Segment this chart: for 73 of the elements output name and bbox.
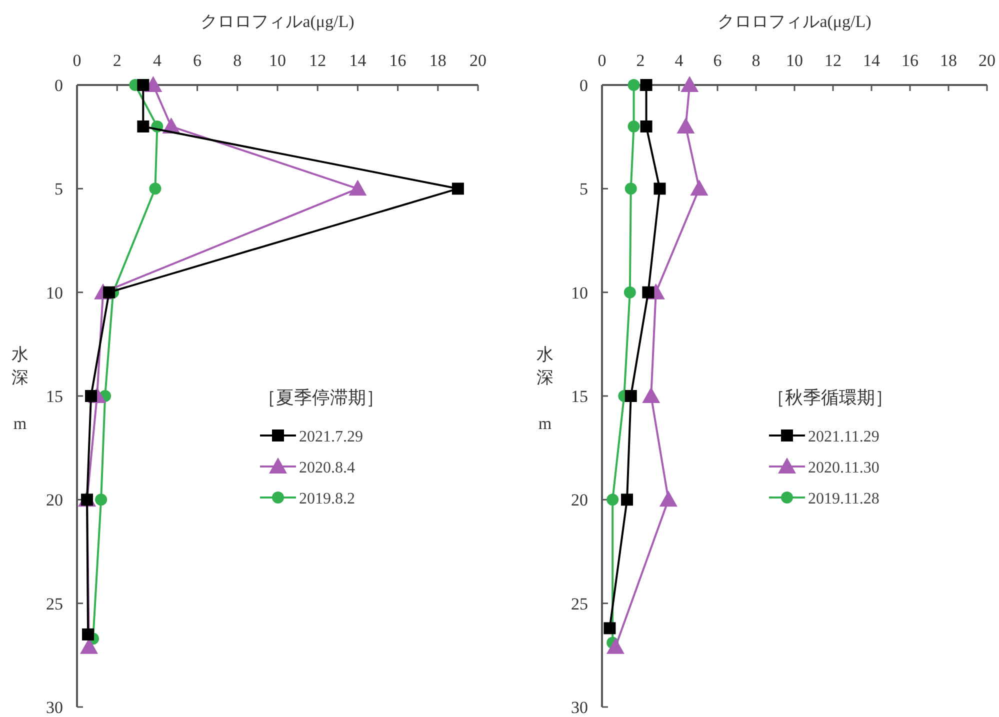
point — [621, 494, 634, 506]
x-axis-title: クロロフィルa(μg/L) — [718, 12, 872, 31]
legend-title: ［夏季停滞期］ — [258, 388, 384, 408]
y-tick-label: 30 — [46, 698, 63, 717]
x-axis-title: クロロフィルa(μg/L) — [200, 12, 354, 31]
y-tick-label: 20 — [571, 490, 588, 510]
y-tick-label: 15 — [571, 387, 588, 406]
point — [137, 120, 150, 132]
x-tick-label: 10 — [269, 51, 286, 70]
legend-title: ［秋季循環期］ — [767, 388, 893, 408]
point — [604, 622, 616, 634]
point — [624, 390, 637, 402]
x-tick-label: 8 — [752, 51, 760, 70]
text: 水深 m — [536, 345, 554, 433]
point — [690, 180, 708, 196]
point — [624, 286, 636, 298]
x-tick-label: 2 — [112, 51, 122, 70]
point — [680, 76, 699, 92]
x-tick-label: 0 — [598, 51, 606, 70]
y-tick-label: 5 — [580, 180, 588, 199]
y-tick-label: 25 — [571, 594, 588, 614]
x-tick-label: 16 — [902, 51, 918, 70]
x-tick-label: 20 — [470, 51, 486, 70]
x-tick-label: 2 — [636, 51, 645, 70]
point — [659, 490, 678, 507]
x-tick-label: 18 — [429, 51, 446, 70]
x-tick-label: 6 — [713, 51, 722, 70]
point — [642, 387, 660, 403]
y-tick-label: 5 — [54, 180, 63, 199]
point — [676, 117, 695, 134]
point — [606, 494, 619, 506]
x-tick-label: 14 — [349, 51, 367, 70]
point — [654, 182, 666, 195]
x-tick-label: 4 — [152, 51, 162, 70]
point — [642, 286, 654, 298]
x-tick-label: 16 — [389, 51, 406, 70]
y-tick-label: 10 — [46, 283, 63, 302]
point — [137, 79, 150, 91]
x-tick-label: 6 — [193, 51, 202, 70]
legend-label: 2019.8.2 — [299, 490, 355, 508]
x-tick-label: 12 — [309, 51, 326, 70]
point — [149, 182, 162, 195]
y-tick-label: 0 — [580, 76, 588, 95]
point — [95, 494, 108, 506]
y-tick-label: 20 — [46, 490, 63, 510]
x-tick-label: 12 — [824, 51, 842, 70]
x-tick-label: 18 — [940, 51, 957, 70]
point — [640, 79, 652, 91]
point — [606, 638, 624, 654]
point — [640, 120, 652, 132]
x-tick-label: 10 — [786, 51, 803, 70]
legend-label: 2021.7.29 — [299, 428, 363, 446]
y-tick-label: 10 — [571, 283, 588, 302]
point — [628, 120, 640, 132]
point — [628, 79, 640, 91]
x-tick-label: 8 — [233, 51, 242, 70]
y-tick-label: 30 — [571, 698, 588, 717]
legend-label: 2020.8.4 — [299, 460, 355, 476]
legend-label: 2021.11.29 — [808, 428, 880, 446]
legend-label: 2020.11.30 — [808, 460, 880, 476]
legend-label: 2019.11.28 — [808, 490, 880, 508]
point — [452, 182, 464, 195]
point — [624, 182, 637, 195]
x-tick-label: 20 — [978, 51, 996, 70]
point — [82, 628, 94, 640]
y-tick-label: 0 — [54, 76, 63, 95]
x-tick-label: 14 — [863, 51, 880, 70]
y-tick-label: 25 — [46, 594, 63, 614]
text: 水深 m — [12, 345, 28, 433]
x-tick-label: 4 — [674, 51, 684, 70]
point — [348, 180, 367, 196]
x-tick-label: 0 — [72, 51, 82, 70]
y-tick-label: 15 — [46, 387, 63, 406]
